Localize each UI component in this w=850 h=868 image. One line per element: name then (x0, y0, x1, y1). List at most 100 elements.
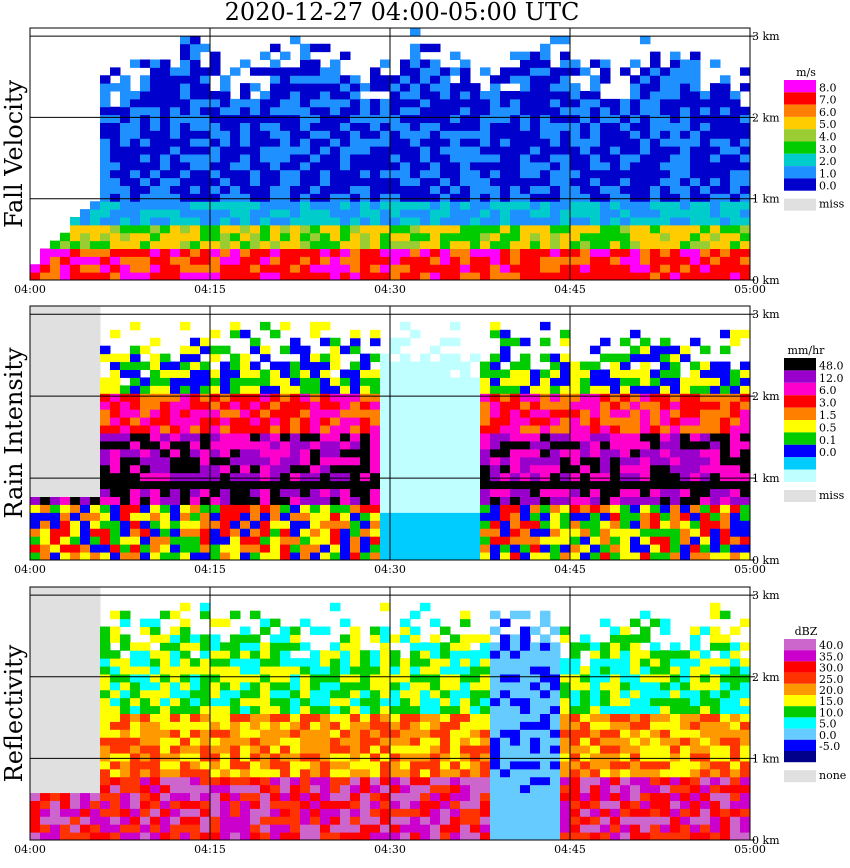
heatmap-cell (260, 353, 271, 363)
heatmap-cell (300, 377, 311, 386)
heatmap-cell (580, 401, 591, 410)
heatmap-cell (310, 528, 321, 537)
heatmap-cell (180, 59, 191, 68)
heatmap-cell (100, 393, 111, 402)
colorbar-swatch (784, 116, 816, 130)
heatmap-cell (280, 520, 291, 529)
missing-cell (60, 610, 71, 620)
heatmap-cell (500, 552, 511, 561)
heatmap-cell (170, 658, 181, 667)
missing-cell (40, 488, 51, 497)
heatmap-cell (630, 240, 641, 249)
heatmap-cell (330, 75, 341, 84)
missing-cell (90, 753, 101, 762)
heatmap-cell (120, 808, 131, 817)
heatmap-cell (310, 248, 321, 257)
heatmap-cell (510, 67, 521, 76)
heatmap-cell (320, 784, 331, 794)
heatmap-cell (600, 456, 611, 466)
heatmap-cell (440, 130, 451, 139)
heatmap-cell (330, 146, 341, 155)
heatmap-cell (220, 705, 231, 714)
heatmap-cell (590, 401, 601, 410)
heatmap-cell (250, 401, 261, 410)
missing-cell (70, 768, 81, 778)
heatmap-cell (410, 464, 421, 474)
heatmap-cell (280, 393, 291, 402)
heatmap-cell (110, 512, 121, 521)
heatmap-cell (690, 256, 701, 265)
heatmap-cell (140, 361, 151, 370)
heatmap-cell (180, 122, 191, 131)
heatmap-cell (660, 232, 671, 242)
heatmap-cell (240, 792, 251, 801)
heatmap-cell (260, 425, 271, 434)
heatmap-cell (270, 185, 281, 194)
heatmap-cell (740, 433, 751, 442)
heatmap-cell (300, 737, 311, 746)
heatmap-cell (70, 272, 81, 281)
heatmap-cell (190, 642, 201, 651)
heatmap-cell (70, 256, 81, 265)
heatmap-cell (250, 240, 261, 249)
heatmap-cell (290, 808, 301, 817)
heatmap-cell (450, 122, 461, 131)
heatmap-cell (430, 393, 441, 402)
heatmap-cell (200, 472, 211, 482)
heatmap-cell (350, 193, 361, 202)
heatmap-cell (410, 745, 421, 754)
heatmap-cell (540, 369, 551, 378)
heatmap-cell (570, 409, 581, 418)
heatmap-cell (180, 480, 191, 490)
heatmap-cell (690, 512, 701, 521)
heatmap-cell (440, 488, 451, 497)
heatmap-cell (100, 800, 111, 809)
heatmap-cell (440, 185, 451, 194)
heatmap-cell (640, 193, 651, 202)
heatmap-cell (280, 824, 291, 833)
heatmap-cell (230, 673, 241, 683)
heatmap-cell (490, 401, 501, 410)
heatmap-cell (470, 464, 481, 474)
missing-cell (70, 456, 81, 466)
heatmap-cell (160, 504, 171, 513)
heatmap-cell (510, 201, 521, 210)
heatmap-cell (690, 177, 701, 186)
heatmap-cell (250, 417, 261, 426)
heatmap-cell (690, 456, 701, 466)
heatmap-cell (270, 642, 281, 651)
heatmap-cell (700, 130, 711, 139)
heatmap-cell (300, 193, 311, 202)
heatmap-cell (680, 464, 691, 474)
heatmap-cell (100, 353, 111, 363)
missing-cell (50, 658, 61, 667)
heatmap-cell (290, 666, 301, 675)
heatmap-cell (130, 666, 141, 675)
heatmap-cell (260, 401, 271, 410)
missing-cell (80, 321, 91, 331)
missing-cell (90, 587, 101, 596)
heatmap-cell (210, 169, 221, 179)
heatmap-cell (230, 440, 241, 450)
heatmap-cell (320, 760, 331, 770)
heatmap-cell (110, 681, 121, 691)
heatmap-cell (720, 536, 731, 545)
heatmap-cell (60, 232, 71, 242)
missing-cell (60, 488, 71, 497)
heatmap-cell (570, 161, 581, 171)
heatmap-cell (210, 161, 221, 171)
heatmap-cell (230, 768, 241, 778)
heatmap-cell (290, 272, 301, 281)
heatmap-cell (220, 98, 231, 108)
heatmap-cell (730, 217, 741, 226)
heatmap-cell (690, 83, 701, 92)
heatmap-cell (370, 401, 381, 410)
missing-cell (40, 610, 51, 620)
heatmap-cell (400, 193, 411, 202)
heatmap-cell (440, 209, 451, 218)
heatmap-cell (630, 544, 641, 553)
heatmap-cell (320, 169, 331, 179)
heatmap-cell (670, 161, 681, 171)
heatmap-cell (400, 753, 411, 762)
heatmap-cell (140, 130, 151, 139)
